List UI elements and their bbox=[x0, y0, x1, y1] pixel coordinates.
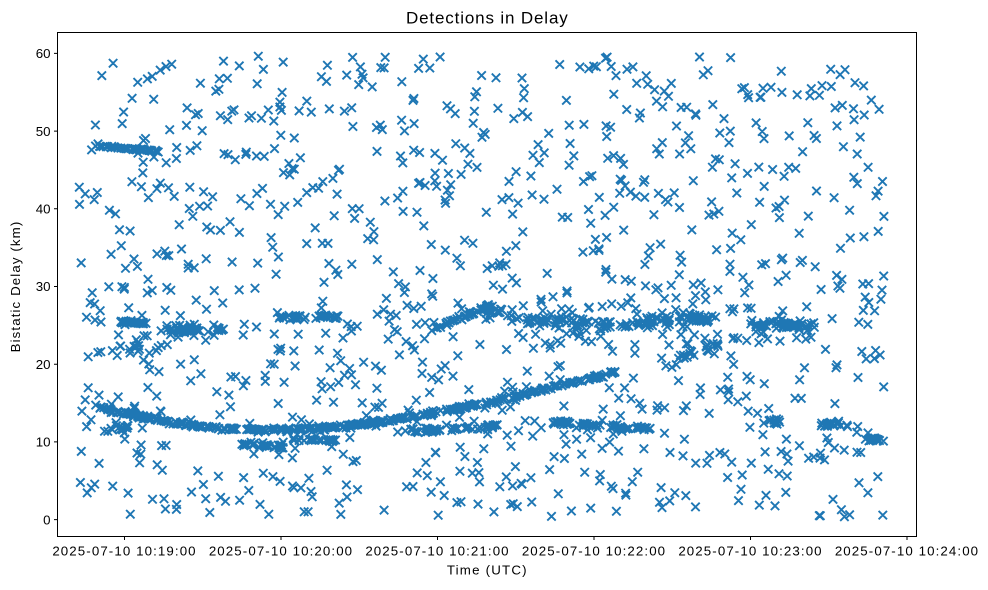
svg-text:40: 40 bbox=[36, 202, 51, 217]
svg-text:2025-07-10 10:22:00: 2025-07-10 10:22:00 bbox=[522, 544, 666, 559]
svg-text:2025-07-10 10:19:00: 2025-07-10 10:19:00 bbox=[52, 544, 196, 559]
svg-text:2025-07-10 10:23:00: 2025-07-10 10:23:00 bbox=[678, 544, 822, 559]
svg-text:Time (UTC): Time (UTC) bbox=[447, 563, 528, 578]
svg-text:60: 60 bbox=[36, 46, 51, 61]
svg-text:50: 50 bbox=[36, 124, 51, 139]
svg-text:Detections in Delay: Detections in Delay bbox=[406, 9, 569, 28]
svg-text:2025-07-10 10:20:00: 2025-07-10 10:20:00 bbox=[209, 544, 353, 559]
svg-text:30: 30 bbox=[36, 279, 51, 294]
svg-text:Bistatic Delay (km): Bistatic Delay (km) bbox=[8, 221, 23, 353]
svg-text:10: 10 bbox=[36, 435, 51, 450]
svg-text:2025-07-10 10:24:00: 2025-07-10 10:24:00 bbox=[835, 544, 979, 559]
svg-text:2025-07-10 10:21:00: 2025-07-10 10:21:00 bbox=[365, 544, 509, 559]
svg-text:20: 20 bbox=[36, 357, 51, 372]
svg-text:0: 0 bbox=[43, 512, 50, 527]
